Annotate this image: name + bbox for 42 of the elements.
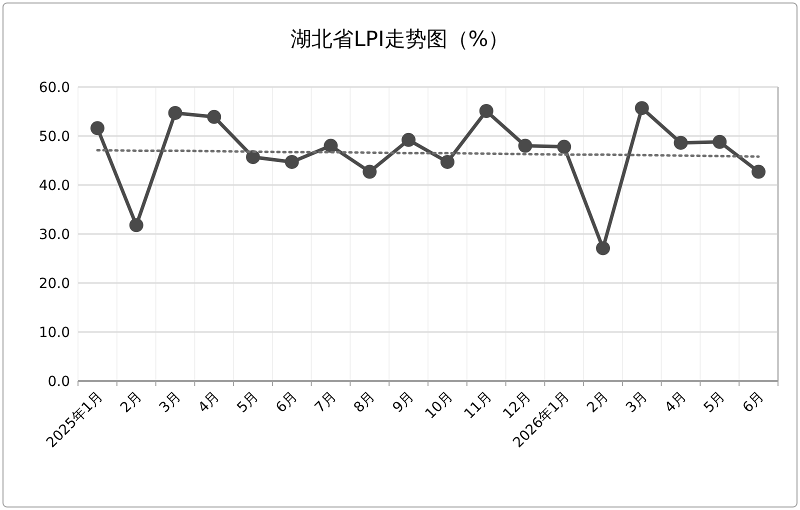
x-tick-label: 6月 [740,388,768,416]
x-tick-label: 5月 [234,388,262,416]
y-tick-label: 10.0 [38,325,70,341]
y-tick-label: 40.0 [38,178,70,194]
point [324,138,338,153]
point [402,132,416,147]
point [518,138,532,153]
point [168,106,182,120]
point [712,134,727,149]
point [596,241,610,256]
y-tick-label: 50.0 [38,129,70,145]
chart-title: 湖北省LPI走势图（%） [290,27,510,51]
point [440,154,454,169]
x-tick-label: 11月 [461,388,496,422]
point [284,154,299,169]
point [129,218,144,232]
x-tick-label: 10月 [422,388,456,422]
y-tick-label: 0.0 [48,374,70,390]
x-tick-label: 5月 [700,388,728,416]
point [90,121,104,136]
x-tick-label: 3月 [623,388,651,416]
point [246,150,260,164]
y-tick-label: 60.0 [38,80,70,96]
x-tick-label: 12月 [500,388,534,422]
x-tick-label: 4月 [662,388,690,416]
point [479,104,494,118]
point [674,136,688,150]
x-tick-label: 6月 [273,388,301,416]
point [752,164,766,179]
x-tick-label: 3月 [156,388,184,416]
point [634,101,649,116]
x-tick-label: 8月 [350,388,378,416]
x-tick-label: 2月 [118,388,146,416]
x-tick-label: 2月 [584,388,612,416]
y-tick-label: 20.0 [38,276,70,292]
point [207,110,222,124]
point [362,164,377,179]
x-tick-label: 9月 [390,388,418,416]
x-tick-label: 4月 [195,388,223,416]
y-tick-label: 30.0 [38,227,70,243]
point [557,140,572,154]
x-tick-label: 7月 [312,388,340,416]
